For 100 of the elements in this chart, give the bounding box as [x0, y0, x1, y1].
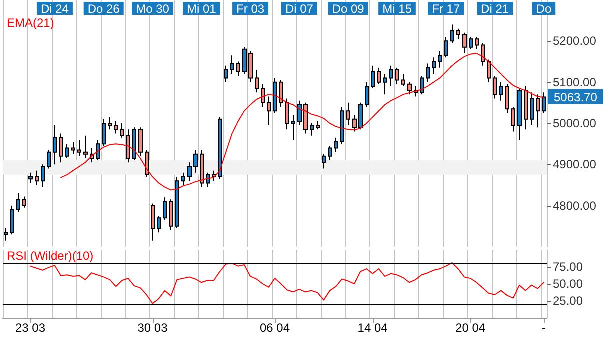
candlestick	[542, 92, 546, 114]
y-tick-label: 5100.00	[553, 75, 597, 90]
candlestick	[279, 80, 283, 108]
candlestick	[469, 36, 473, 50]
candlestick	[524, 86, 528, 130]
candlestick	[493, 76, 497, 100]
candlestick	[47, 150, 51, 170]
candlestick	[511, 106, 515, 132]
x-tick-label: 14 04	[358, 321, 388, 335]
candlestick	[322, 154, 326, 170]
candlestick	[285, 98, 289, 130]
candlestick	[487, 59, 491, 83]
candlestick	[383, 74, 387, 96]
candlestick	[444, 36, 448, 58]
candlestick	[346, 102, 350, 126]
candlestick	[138, 127, 143, 157]
x-tick-label: Mo 30	[136, 2, 170, 16]
candlestick	[126, 129, 130, 164]
candlestick	[157, 216, 161, 234]
x-tick-label: Do 09	[332, 2, 365, 16]
candlestick	[65, 144, 69, 159]
x-tick-label: 20 04	[456, 321, 486, 335]
candlestick	[481, 42, 485, 66]
candlestick	[371, 65, 375, 90]
candlestick	[401, 74, 405, 87]
candlestick	[83, 135, 88, 159]
candlestick	[499, 82, 503, 102]
candlestick	[438, 50, 442, 68]
candlestick	[536, 94, 540, 128]
x-tick-label: Di 07	[285, 2, 314, 16]
candlestick	[108, 116, 112, 130]
candlestick	[145, 150, 149, 178]
x-tick-label: Fr 03	[236, 2, 265, 16]
candlestick	[236, 61, 240, 77]
y-tick-label: 5200.00	[553, 34, 597, 48]
candlestick	[10, 205, 14, 236]
x-tick-label: Do 26	[88, 2, 120, 16]
candlestick	[212, 170, 216, 182]
candlestick	[267, 96, 271, 126]
candlestick	[389, 65, 393, 87]
candlestick	[218, 116, 222, 180]
x-tick-label: Fr 17	[432, 2, 460, 16]
candlestick	[475, 36, 479, 50]
y-tick-label: 75.00	[553, 260, 584, 274]
y-tick-label: 5000.00	[553, 116, 597, 130]
candlestick	[169, 199, 173, 232]
candlestick	[530, 92, 534, 126]
candlestick	[517, 88, 522, 140]
candlestick	[456, 28, 460, 40]
candlestick	[420, 76, 424, 96]
candlestick	[96, 139, 100, 162]
candlestick	[175, 176, 179, 229]
candlestick	[316, 120, 320, 130]
y-tick-label: 4900.00	[553, 158, 597, 172]
candlestick	[291, 114, 295, 140]
x-tick-label: Do	[536, 2, 552, 16]
candlestick	[59, 133, 63, 164]
candlestick	[407, 82, 412, 96]
candlestick	[230, 55, 234, 75]
x-tick-label: Di 21	[481, 2, 510, 16]
x-tick-label: Di 24	[40, 2, 70, 16]
candlestick	[102, 118, 106, 147]
candlestick	[450, 24, 454, 44]
candlestick	[310, 123, 314, 136]
candlestick	[462, 32, 467, 54]
x-tick-label: 30 03	[138, 321, 168, 335]
candlestick	[224, 65, 228, 83]
candlestick	[4, 228, 8, 242]
x-tick-label: 06 04	[260, 321, 290, 335]
candlestick	[206, 172, 210, 188]
y-tick-label: 25.00	[553, 294, 584, 308]
candlestick	[35, 170, 39, 186]
x-tick-label: 23 03	[15, 321, 46, 335]
candlestick	[377, 67, 381, 85]
candlestick	[340, 106, 344, 145]
candlestick	[163, 197, 167, 221]
candlestick	[200, 150, 204, 188]
candlestick	[77, 139, 81, 157]
candlestick	[334, 137, 338, 153]
candlestick	[22, 196, 26, 208]
candlestick	[432, 57, 436, 75]
candlestick	[255, 69, 259, 94]
candlestick	[41, 164, 45, 188]
y-tick-label: 50.00	[553, 277, 584, 291]
candlestick	[261, 84, 265, 108]
x-tick-label: -	[542, 321, 546, 335]
candlestick	[181, 172, 185, 186]
candlestick	[114, 120, 118, 134]
line-series	[60, 53, 544, 191]
candlestick	[365, 82, 369, 108]
candlestick	[71, 142, 75, 155]
candlestick	[426, 63, 430, 83]
line-series	[30, 262, 544, 304]
series-label: RSI (Wilder)(10)	[7, 249, 94, 263]
text: EMA(21)	[7, 16, 54, 30]
text: 5063.70	[554, 90, 598, 104]
x-tick-label: Mi 15	[382, 2, 412, 16]
y-tick-label: 4800.00	[553, 198, 597, 213]
candlestick	[16, 192, 20, 213]
candlestick	[53, 125, 57, 166]
